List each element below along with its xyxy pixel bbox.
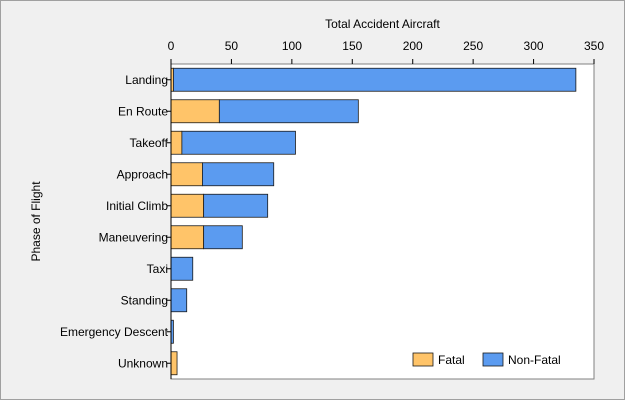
bar-non-fatal <box>173 67 577 92</box>
bar-fatal <box>170 130 183 155</box>
x-tick-label: 100 <box>282 39 302 53</box>
bar-non-fatal <box>203 225 243 250</box>
y-tick-label: Takeoff <box>130 136 169 150</box>
bar-fatal <box>170 193 205 218</box>
bar-non-fatal <box>203 193 269 218</box>
bar-non-fatal <box>218 99 359 124</box>
bar-non-fatal <box>170 288 188 313</box>
bars-group <box>170 67 577 376</box>
bar-fatal <box>170 99 220 124</box>
x-axis-title: Total Accident Aircraft <box>325 17 440 31</box>
x-tick-label: 50 <box>225 39 239 53</box>
y-tick-label: Landing <box>125 73 168 87</box>
x-tick-label: 200 <box>403 39 423 53</box>
y-tick-label: Emergency Descent <box>60 325 169 339</box>
x-tick-label: 150 <box>342 39 362 53</box>
legend-label: Fatal <box>438 353 465 367</box>
x-tick-label: 250 <box>463 39 483 53</box>
y-tick-label: Maneuvering <box>99 230 168 244</box>
legend-swatch-fatal <box>412 352 434 367</box>
y-axis-labels: Landing En Route Takeoff Approach Initial Cl… <box>60 64 172 379</box>
legend: Fatal Non-Fatal <box>412 352 561 367</box>
legend-swatch-non-fatal <box>482 352 504 367</box>
bar-non-fatal <box>170 256 194 281</box>
y-axis-title: Phase of Flight <box>29 181 43 262</box>
bar-non-fatal <box>181 130 296 155</box>
y-tick-label: Taxi <box>147 262 168 276</box>
legend-label: Non-Fatal <box>508 353 561 367</box>
y-tick-label: Approach <box>117 167 168 181</box>
x-tick-label: 300 <box>524 39 544 53</box>
y-tick-label: En Route <box>118 104 168 118</box>
bar-fatal <box>170 225 205 250</box>
y-tick-label: Unknown <box>118 356 168 370</box>
y-tick-label: Initial Climb <box>106 199 168 213</box>
bar-fatal <box>170 351 178 376</box>
bar-fatal <box>170 162 203 187</box>
x-axis-ticks: 0 50 100 150 200 250 300 350 <box>168 39 604 64</box>
x-tick-label: 0 <box>168 39 175 53</box>
y-tick-label: Standing <box>121 293 168 307</box>
x-tick-label: 350 <box>584 39 604 53</box>
bar-non-fatal <box>202 162 275 187</box>
